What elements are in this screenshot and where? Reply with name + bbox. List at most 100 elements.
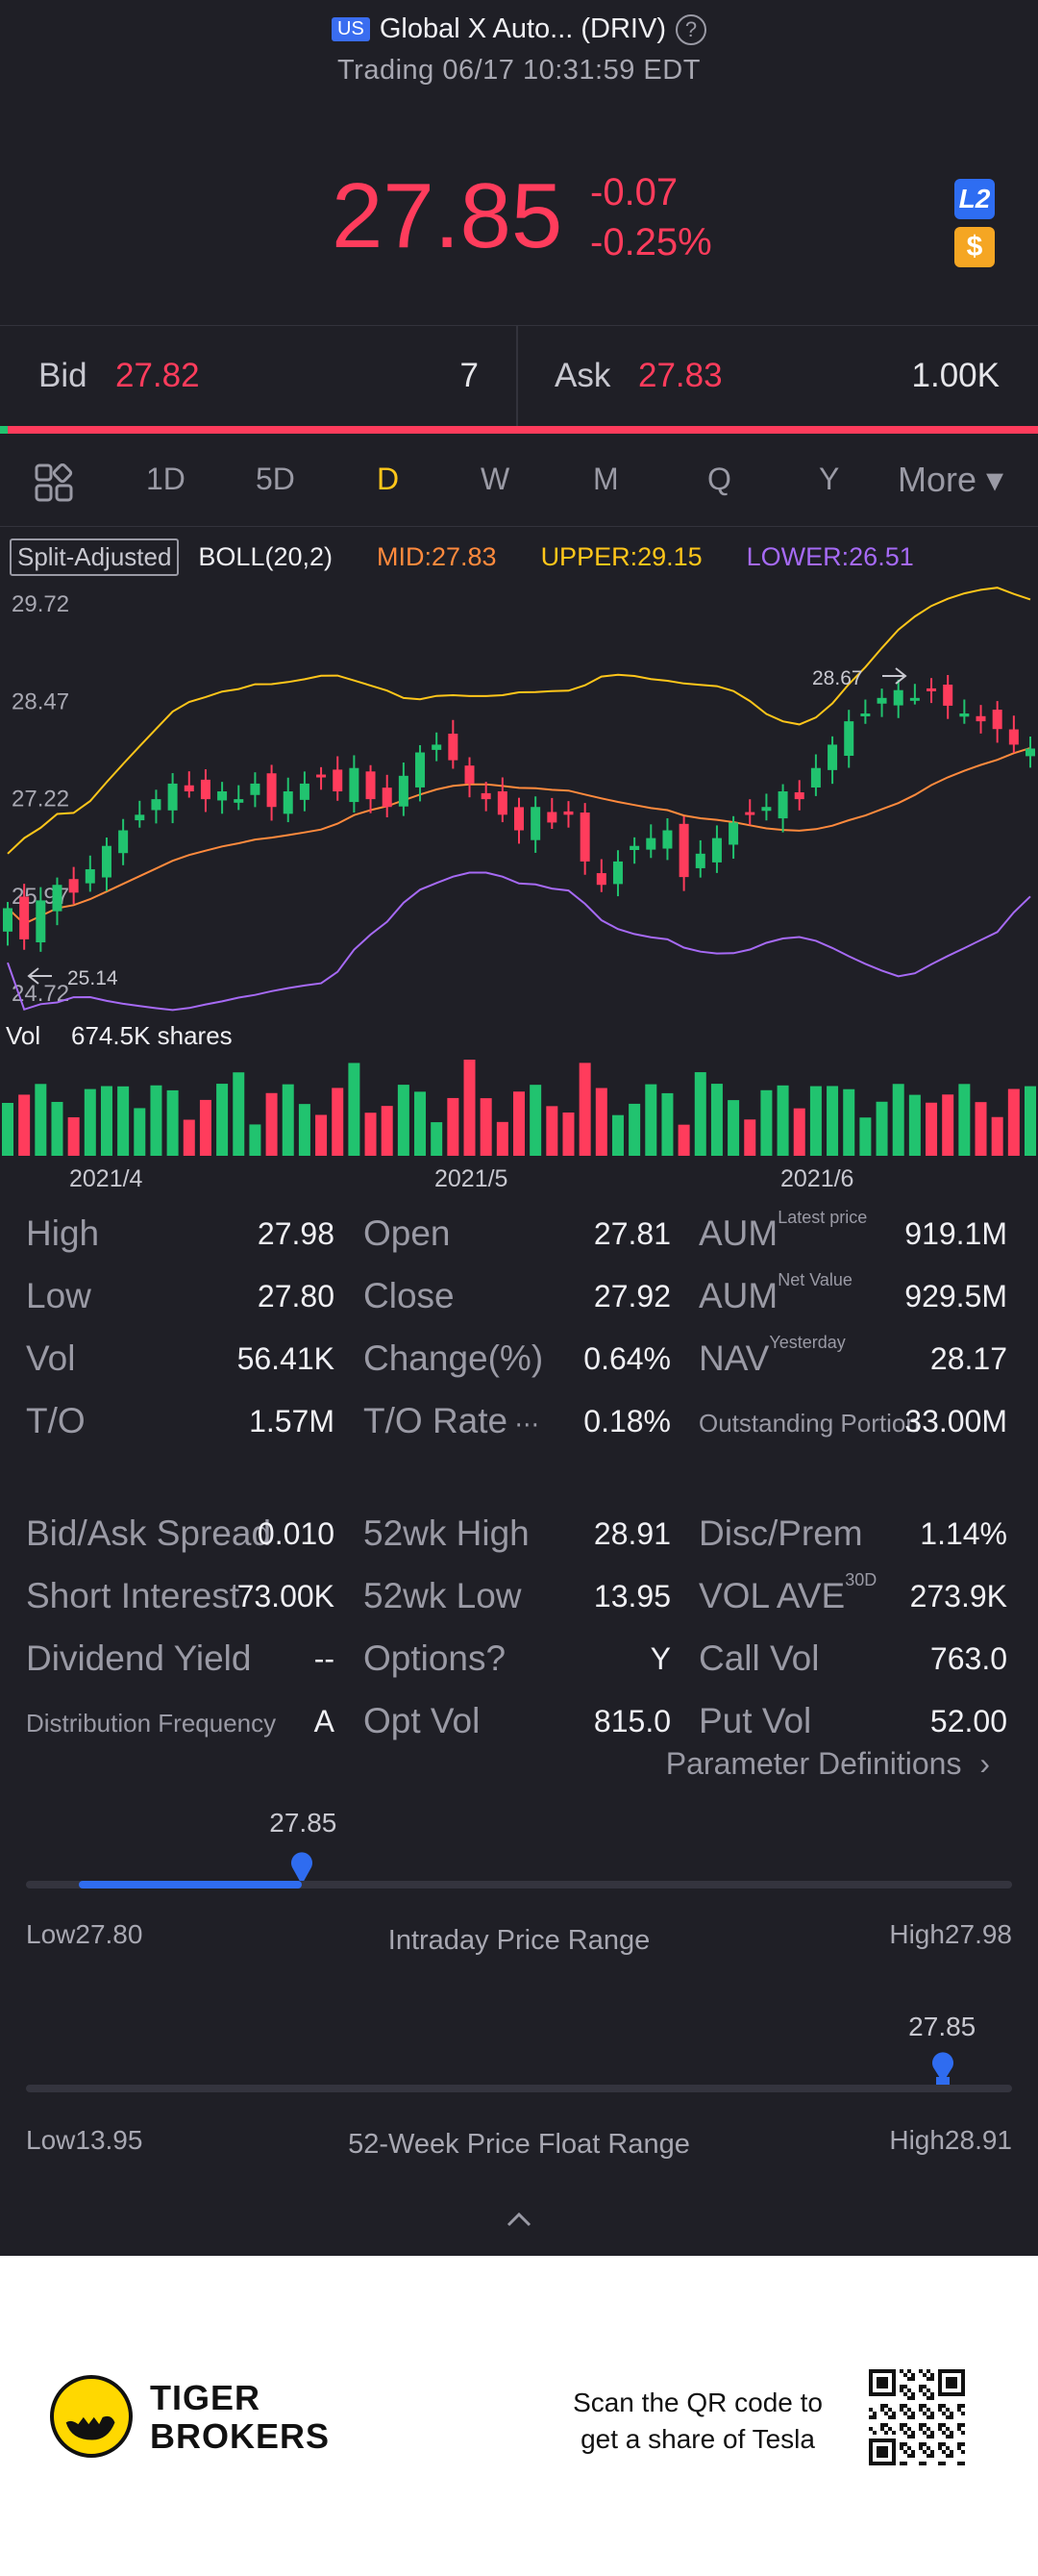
candle-body: [662, 830, 673, 849]
stat-label: T/O: [26, 1401, 86, 1441]
tab-day[interactable]: D: [377, 462, 400, 496]
tab-month[interactable]: M: [593, 462, 619, 496]
stat-label: Opt Vol: [363, 1701, 480, 1741]
volume-bar: [579, 1063, 591, 1156]
stat-label-text: Open: [363, 1213, 451, 1253]
stat-label: 52wk Low: [363, 1576, 522, 1616]
tab-quarter[interactable]: Q: [707, 462, 731, 496]
stat-label-text: VOL AVE: [699, 1576, 846, 1615]
collapse-chevron-icon[interactable]: [505, 2204, 533, 2237]
arrow-right-icon: [882, 667, 907, 685]
volume-bar: [859, 1117, 872, 1156]
volume-bar: [463, 1060, 476, 1156]
tab-more[interactable]: More ▾: [898, 460, 1004, 499]
more-info-icon[interactable]: ⋯: [507, 1410, 540, 1438]
volume-bar: [265, 1092, 278, 1156]
y-tick-label: 24.72: [12, 981, 69, 1007]
candle-body: [464, 765, 475, 784]
candle-body: [234, 799, 244, 803]
market-badge: US: [332, 17, 370, 41]
split-adjusted-toggle[interactable]: Split-Adjusted: [10, 538, 180, 576]
volume-bar: [777, 1085, 789, 1156]
stat-value: 73.00K: [236, 1579, 334, 1613]
volume-bar: [908, 1094, 921, 1156]
volume-value: 674.5K shares: [71, 1021, 233, 1050]
volume-bar: [744, 1119, 756, 1156]
candle-body: [761, 807, 772, 812]
stat-value: 27.81: [593, 1216, 671, 1251]
candle-body: [299, 783, 309, 800]
candle-body: [794, 792, 804, 800]
boll-upper-line: [7, 587, 1031, 855]
dollar-icon[interactable]: $: [954, 227, 995, 267]
stat-value: 28.91: [593, 1516, 671, 1551]
week52-title: 52-Week Price Float Range: [348, 2129, 690, 2160]
volume-bar: [809, 1086, 822, 1156]
stat-label: T/O Rate ⋯: [363, 1401, 539, 1441]
volume-bar: [364, 1113, 377, 1156]
candle-body: [266, 773, 277, 808]
stat-label-text: Dividend Yield: [26, 1638, 252, 1678]
y-tick-label: 29.72: [12, 591, 69, 617]
volume-bar: [876, 1101, 888, 1156]
stat-label-text: Put Vol: [699, 1701, 812, 1740]
volume-bar: [958, 1084, 971, 1156]
quote-panel: 27.85 -0.07 -0.25% L2 $: [0, 163, 1038, 279]
stat-value: 929.5M: [904, 1279, 1007, 1313]
candle-body: [646, 838, 656, 850]
chart-grid-icon[interactable]: [35, 463, 73, 502]
parameter-definitions-link[interactable]: Parameter Definitions ›: [666, 1746, 990, 1782]
tab-1d[interactable]: 1D: [146, 462, 185, 496]
volume-bar: [694, 1072, 706, 1156]
arrow-left-icon: [27, 967, 52, 985]
stat-label: NAVYesterday: [699, 1333, 846, 1379]
candle-body: [85, 869, 95, 884]
tab-week[interactable]: W: [481, 462, 510, 496]
help-icon[interactable]: ?: [675, 13, 706, 45]
stat-label-text: AUM: [699, 1276, 778, 1315]
volume-bar: [150, 1085, 162, 1156]
boll-label[interactable]: BOLL(20,2): [198, 542, 333, 571]
stat-label-superscript: Net Value: [778, 1270, 853, 1289]
stock-title[interactable]: Global X Auto... (DRIV): [379, 13, 666, 44]
level2-icon[interactable]: L2: [954, 179, 995, 219]
bid-ask-ratio-bar: [0, 426, 1038, 434]
volume-bar: [249, 1124, 261, 1156]
volume-bar: [843, 1088, 855, 1156]
stat-value: 273.9K: [909, 1579, 1007, 1613]
volume-bar: [793, 1108, 805, 1156]
stat-value: 28.17: [929, 1341, 1007, 1376]
stat-value: 27.92: [593, 1279, 671, 1313]
candle-body: [729, 822, 739, 845]
stat-label: Put Vol: [699, 1701, 811, 1741]
stat-label: Options?: [363, 1638, 506, 1679]
ask-price: 27.83: [638, 357, 723, 394]
trading-status: Trading 06/17 10:31:59 EDT: [337, 55, 701, 86]
y-tick-label: 27.22: [12, 787, 69, 813]
intraday-title: Intraday Price Range: [387, 1925, 651, 1956]
tab-year[interactable]: Y: [819, 462, 840, 496]
stat-label: Outstanding Portion: [699, 1409, 920, 1438]
bid-ratio-fill: [0, 426, 8, 434]
volume-bar: [100, 1086, 112, 1156]
stat-label: High: [26, 1213, 99, 1254]
ask-size: 1.00K: [911, 357, 1000, 394]
qr-code-icon[interactable]: [869, 2369, 965, 2465]
period-tabs: 1D 5D D W M Q Y More ▾: [0, 440, 1038, 527]
intraday-track: [26, 1881, 1012, 1888]
candle-body: [943, 685, 953, 706]
volume-bar: [629, 1103, 641, 1156]
bid-ask-divider: [516, 326, 518, 432]
stat-value: 56.41K: [236, 1341, 334, 1376]
candle-body: [679, 823, 689, 878]
tab-5d[interactable]: 5D: [256, 462, 295, 496]
candle-body: [283, 791, 293, 814]
candle-body: [432, 744, 442, 750]
boll-lower-line: [7, 871, 1031, 1012]
stat-label-text: NAV: [699, 1338, 770, 1378]
location-pin-icon: [291, 1852, 313, 1885]
week52-marker-value: 27.85: [908, 2012, 976, 2041]
candle-body: [695, 853, 705, 868]
scan-line1: Scan the QR code to: [573, 2388, 823, 2417]
